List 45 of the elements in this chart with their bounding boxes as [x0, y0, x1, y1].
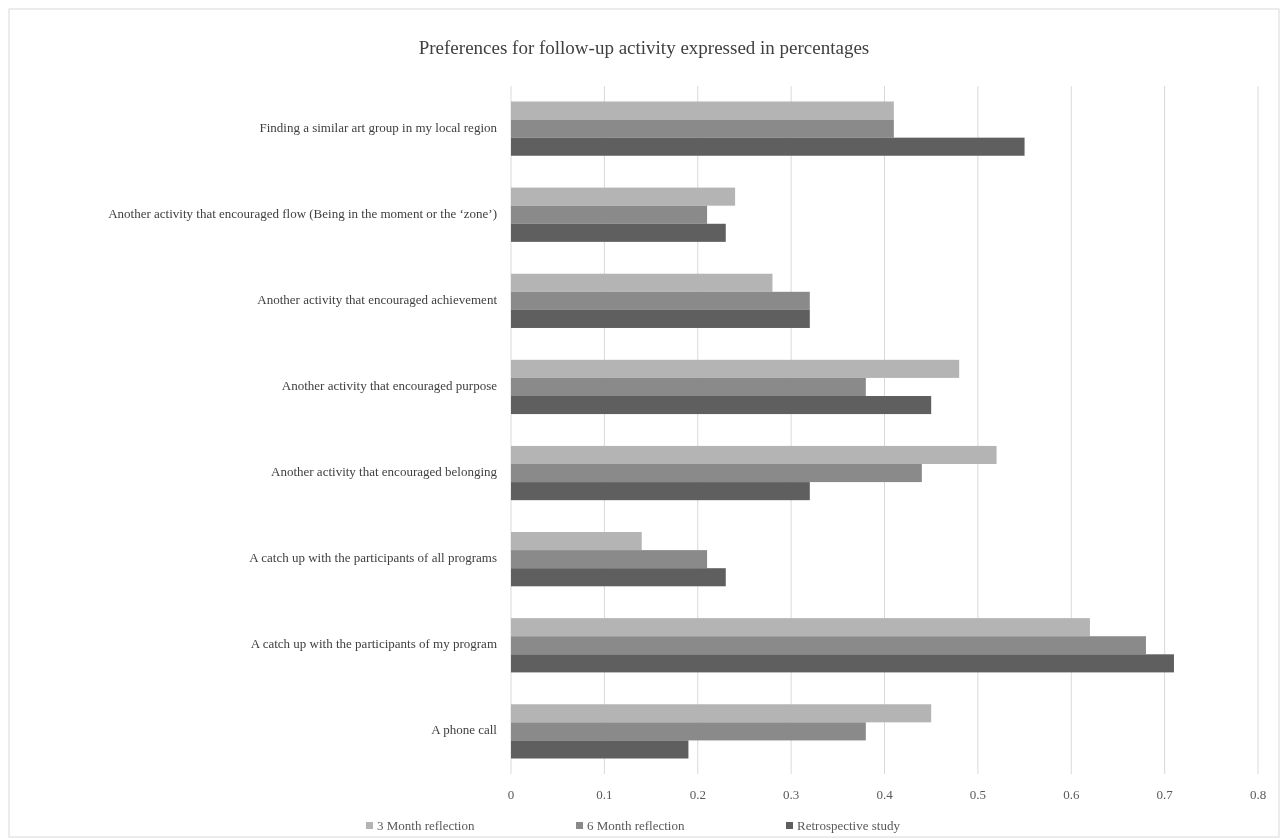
bar	[511, 464, 922, 483]
bar	[511, 618, 1090, 637]
x-tick-label: 0	[507, 787, 515, 802]
bar	[511, 395, 932, 415]
bar	[511, 482, 810, 501]
bar	[511, 377, 866, 396]
bar	[511, 187, 736, 206]
bar	[511, 137, 1025, 156]
legend-label: 3 Month reflection	[377, 818, 475, 833]
bar	[511, 740, 689, 759]
x-tick-label: 0.5	[969, 787, 986, 802]
y-tick-label: Another activity that encouraged belonging	[271, 464, 498, 480]
x-tick-label: 0.6	[1063, 787, 1080, 802]
legend-label: Retrospective study	[797, 818, 901, 833]
bar	[511, 101, 894, 120]
y-tick-label: A phone call	[431, 722, 498, 738]
chart-title: Preferences for follow-up activity expressed in percentages	[418, 37, 870, 58]
legend-label: 6 Month reflection	[587, 818, 685, 833]
bar	[511, 704, 932, 723]
x-tick-label: 0.1	[596, 787, 613, 802]
y-tick-label: Another activity that encouraged achievement	[257, 291, 498, 307]
bar	[511, 654, 1174, 673]
y-tick-label: Finding a similar art group in my local region	[259, 119, 498, 135]
bar	[511, 568, 726, 587]
x-tick-label: 0.4	[876, 787, 894, 802]
y-tick-label: Another activity that encouraged purpose	[281, 377, 498, 393]
bar	[511, 636, 1146, 655]
x-tick-label: 0.2	[689, 787, 706, 802]
bar	[511, 309, 810, 328]
bar	[511, 273, 773, 292]
bar	[511, 291, 810, 310]
y-tick-label: Another activity that encouraged flow (Being in the moment or the ‘zone’)	[108, 205, 497, 221]
y-tick-label: A catch up with the participants of my program	[250, 636, 497, 652]
bar	[511, 550, 708, 569]
bar	[511, 119, 894, 138]
bar	[511, 532, 642, 551]
bar	[511, 223, 726, 242]
bar	[511, 205, 708, 224]
x-tick-label: 0.3	[783, 787, 800, 802]
bar	[511, 359, 960, 378]
y-tick-label: A catch up with the participants of all programs	[249, 550, 497, 566]
bar	[511, 445, 997, 465]
x-tick-label: 0.8	[1249, 787, 1267, 802]
x-tick-label: 0.7	[1156, 787, 1174, 802]
bar	[511, 722, 866, 741]
